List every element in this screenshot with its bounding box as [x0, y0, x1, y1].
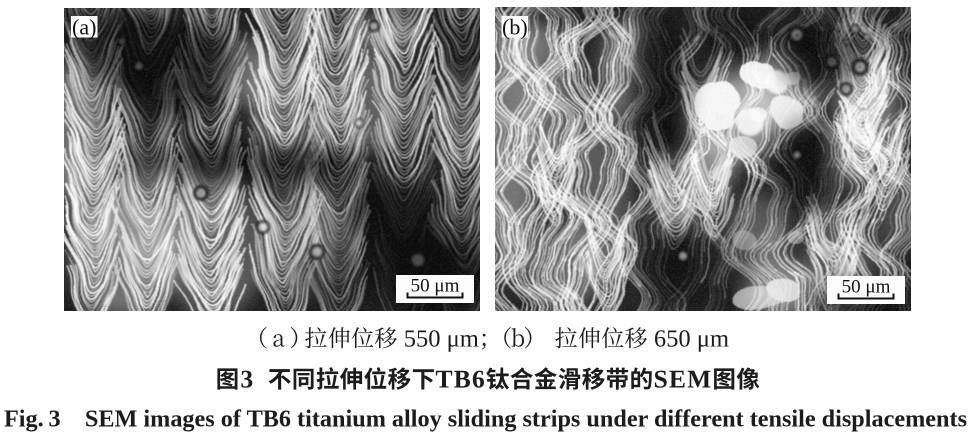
- svg-text:50 μm: 50 μm: [411, 276, 460, 297]
- svg-text:(a): (a): [72, 15, 96, 40]
- svg-text:Fig. 3 SEM images of TB6 titan: Fig. 3 SEM images of TB6 titanium alloy …: [4, 405, 967, 432]
- svg-text:50 μm: 50 μm: [842, 277, 891, 298]
- svg-text:(b): (b): [502, 15, 528, 40]
